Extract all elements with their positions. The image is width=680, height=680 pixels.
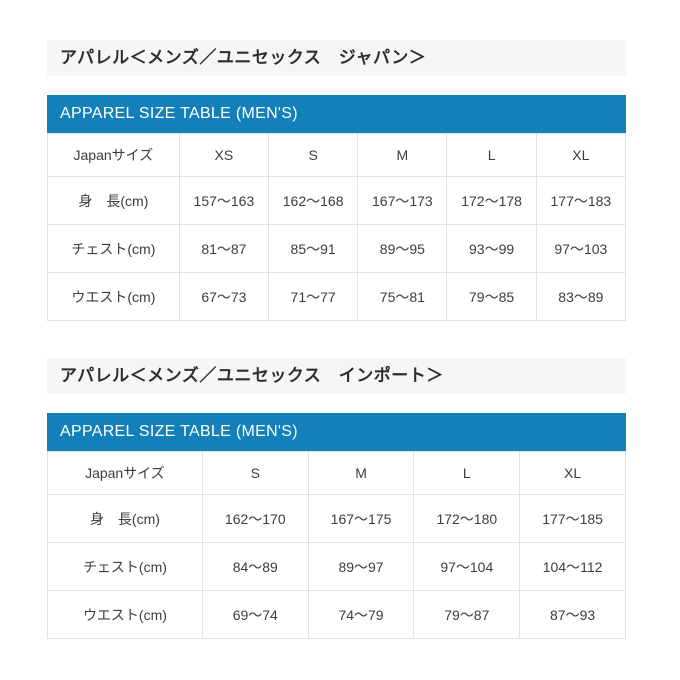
- size-value-cell: 84～89: [201, 542, 309, 591]
- size-value-cell: 162～170: [201, 494, 309, 543]
- column-header: XL: [535, 133, 627, 177]
- size-value-cell: 67～73: [178, 272, 270, 321]
- size-value-cell: 157～163: [178, 176, 270, 225]
- column-header: Japanサイズ: [47, 133, 180, 177]
- column-header: XS: [178, 133, 270, 177]
- size-table-section-japan: アパレル＜メンズ／ユニセックス ジャパン＞ APPAREL SIZE TABLE…: [47, 40, 627, 321]
- table-header-row: Japanサイズ S M L XL: [47, 451, 626, 495]
- size-value-cell: 177～185: [519, 494, 626, 543]
- size-value-cell: 97～103: [535, 224, 627, 273]
- table-row-chest: チェスト(cm) 81～87 85～91 89～95 93～99 97～103: [47, 224, 627, 273]
- column-header: XL: [519, 451, 626, 495]
- size-value-cell: 85～91: [268, 224, 359, 273]
- size-value-cell: 162～168: [268, 176, 359, 225]
- size-value-cell: 81～87: [178, 224, 270, 273]
- size-value-cell: 167～175: [307, 494, 415, 543]
- size-value-cell: 172～180: [413, 494, 521, 543]
- table-row-height: 身 長(cm) 162～170 167～175 172～180 177～185: [47, 494, 626, 543]
- section-title: アパレル＜メンズ／ユニセックス ジャパン＞: [47, 40, 626, 76]
- column-header: M: [307, 451, 415, 495]
- row-label: チェスト(cm): [47, 224, 180, 273]
- column-header: Japanサイズ: [47, 451, 203, 495]
- size-value-cell: 79～87: [413, 590, 521, 639]
- size-value-cell: 167～173: [357, 176, 448, 225]
- size-value-cell: 74～79: [307, 590, 415, 639]
- size-value-cell: 89～97: [307, 542, 415, 591]
- table-banner: APPAREL SIZE TABLE (MEN'S): [47, 95, 626, 133]
- size-value-cell: 97～104: [413, 542, 521, 591]
- table-banner: APPAREL SIZE TABLE (MEN'S): [47, 413, 626, 451]
- column-header: L: [446, 133, 537, 177]
- column-header: S: [268, 133, 359, 177]
- size-value-cell: 79～85: [446, 272, 537, 321]
- table-header-row: Japanサイズ XS S M L XL: [47, 133, 627, 177]
- column-header: M: [357, 133, 448, 177]
- row-label: ウエスト(cm): [47, 272, 180, 321]
- table-row-waist: ウエスト(cm) 67～73 71～77 75～81 79～85 83～89: [47, 272, 627, 321]
- section-title: アパレル＜メンズ／ユニセックス インポート＞: [47, 358, 626, 394]
- size-table: Japanサイズ XS S M L XL 身 長(cm) 157～163 162…: [47, 133, 627, 321]
- row-label: チェスト(cm): [47, 542, 203, 591]
- table-row-waist: ウエスト(cm) 69～74 74～79 79～87 87～93: [47, 590, 626, 639]
- size-value-cell: 71～77: [268, 272, 359, 321]
- page-content: アパレル＜メンズ／ユニセックス ジャパン＞ APPAREL SIZE TABLE…: [47, 0, 627, 639]
- size-value-cell: 83～89: [535, 272, 627, 321]
- size-value-cell: 89～95: [357, 224, 448, 273]
- size-value-cell: 104～112: [519, 542, 626, 591]
- row-label: ウエスト(cm): [47, 590, 203, 639]
- table-row-height: 身 長(cm) 157～163 162～168 167～173 172～178 …: [47, 176, 627, 225]
- size-table: Japanサイズ S M L XL 身 長(cm) 162～170 167～17…: [47, 451, 626, 639]
- size-value-cell: 172～178: [446, 176, 537, 225]
- size-value-cell: 69～74: [201, 590, 309, 639]
- size-value-cell: 87～93: [519, 590, 626, 639]
- row-label: 身 長(cm): [47, 176, 180, 225]
- size-value-cell: 75～81: [357, 272, 448, 321]
- row-label: 身 長(cm): [47, 494, 203, 543]
- table-row-chest: チェスト(cm) 84～89 89～97 97～104 104～112: [47, 542, 626, 591]
- size-value-cell: 177～183: [535, 176, 627, 225]
- column-header: S: [201, 451, 309, 495]
- size-table-section-import: アパレル＜メンズ／ユニセックス インポート＞ APPAREL SIZE TABL…: [47, 358, 626, 639]
- size-value-cell: 93～99: [446, 224, 537, 273]
- column-header: L: [413, 451, 521, 495]
